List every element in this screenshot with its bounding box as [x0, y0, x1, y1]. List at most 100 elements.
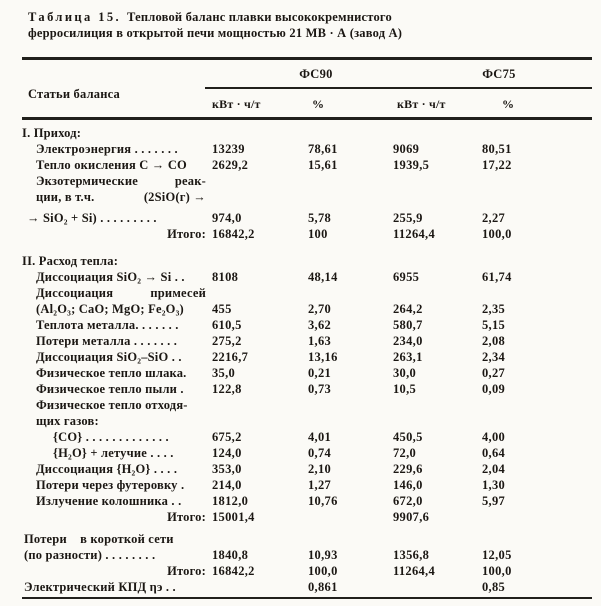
cell-fs75-pct [482, 285, 592, 301]
cell-fs75-pct: 2,04 [482, 461, 506, 476]
table-header: Статьи баланса ФС90 ФС75 кВт · ч/т % кВт… [22, 60, 592, 117]
row-label: Итого: [167, 226, 206, 241]
caption-text-1: Тепловой баланс плавки высококремнистого [127, 10, 392, 24]
cell-fs75-kwh: 450,5 [393, 429, 423, 444]
cell-fs75-pct: 1,30 [482, 477, 506, 492]
header-sub-rule [205, 87, 592, 89]
table-row: Итого: 16842,2 100,0 11264,4 100,0 [22, 563, 592, 579]
row-label: {H₂O} + летучие . . . . [53, 445, 174, 460]
row-label: Диссоциация SiO₂–SiO . . [36, 349, 182, 364]
cell-fs90-kwh: 2216,7 [212, 349, 249, 364]
cell-fs75-kwh: 10,5 [393, 381, 417, 396]
cell-fs75-pct: 5,97 [482, 493, 506, 508]
cell-fs90-pct: 15,61 [308, 157, 338, 172]
cell-fs75-pct: 0,85 [482, 579, 506, 594]
cell-fs90-pct: 100 [308, 226, 328, 241]
row-label: II. Расход тепла: [22, 253, 119, 268]
cell-fs75-pct [482, 189, 592, 205]
table-row: Физическое тепло отходя- [22, 397, 592, 413]
table-row: Итого: 15001,4 9907,6 [22, 509, 592, 525]
cell-fs75-pct [482, 397, 592, 413]
cell-fs75-kwh: 11264,4 [393, 226, 436, 241]
cell-fs75-pct: 100,0 [482, 563, 512, 578]
row-label: I. Приход: [22, 125, 82, 140]
balance-table: Статьи баланса ФС90 ФС75 кВт · ч/т % кВт… [22, 57, 592, 599]
cell-fs75-pct: 5,15 [482, 317, 506, 332]
cell-fs90-kwh [212, 189, 308, 205]
cell-fs75-kwh: 9907,6 [393, 509, 430, 524]
table-row: (Al₂O₃; CaO; MgO; Fe₂O₃) 455 2,70 264,2 … [22, 301, 592, 317]
table-row: Потери через футеровку . 214,0 1,27 146,… [22, 477, 592, 493]
table-row: {H₂O} + летучие . . . . 124,0 0,74 72,0 … [22, 445, 592, 461]
subheader-fs90-kwh: кВт · ч/т [212, 97, 261, 111]
row-label: Электрический КПД ηэ . . [24, 579, 176, 594]
cell-fs90-kwh: 974,0 [212, 210, 242, 225]
row-label: Итого: [167, 563, 206, 578]
cell-fs75-kwh [393, 253, 482, 269]
cell-fs90-pct: 13,16 [308, 349, 338, 364]
cell-fs90-kwh: 16842,2 [212, 226, 255, 241]
table-row: I. Приход: [22, 125, 592, 141]
cell-fs90-pct [308, 189, 393, 205]
top-rule [22, 57, 592, 60]
cell-fs90-pct [308, 413, 393, 429]
cell-fs90-pct: 0,861 [308, 579, 338, 594]
subheader-fs75-kwh: кВт · ч/т [397, 97, 446, 111]
cell-fs75-pct: 2,27 [482, 210, 506, 225]
table-row: щих газов: [22, 413, 592, 429]
caption-number: Таблица 15. [28, 10, 122, 24]
cell-fs90-kwh: 122,8 [212, 381, 242, 396]
cell-fs90-kwh: 15001,4 [212, 509, 255, 524]
table-body: I. Приход: Электроэнергия . . . . . . . … [22, 120, 592, 595]
cell-fs90-kwh [212, 579, 308, 595]
bottom-rule [22, 596, 592, 599]
row-label: Потери металла . . . . . . . [36, 333, 178, 348]
row-label: ции, в т.ч. (2SiO(г) → [36, 189, 206, 204]
cell-fs75-kwh [393, 413, 482, 429]
row-label: Электроэнергия . . . . . . . [36, 141, 178, 156]
cell-fs90-pct: 0,73 [308, 381, 332, 396]
cell-fs90-pct [308, 173, 393, 189]
row-label: (по разности) . . . . . . . . [24, 547, 156, 562]
row-label: Физическое тепло шлака. [36, 365, 187, 380]
cell-fs90-kwh: 8108 [212, 269, 239, 284]
cell-fs90-kwh: 455 [212, 301, 232, 316]
cell-fs90-pct: 1,27 [308, 477, 332, 492]
cell-fs75-pct: 0,64 [482, 445, 506, 460]
table-row: Экзотермические реак- [22, 173, 592, 189]
cell-fs90-kwh [212, 125, 308, 141]
cell-fs75-kwh [393, 189, 482, 205]
cell-fs90-kwh [212, 413, 308, 429]
cell-fs90-kwh: 13239 [212, 141, 245, 156]
table-row: Диссоциация {H₂O} . . . . 353,0 2,10 229… [22, 461, 592, 477]
cell-fs75-pct [482, 173, 592, 189]
header-rule [22, 117, 592, 120]
row-label: Диссоциация {H₂O} . . . . [36, 461, 178, 476]
table-row: II. Расход тепла: [22, 253, 592, 269]
row-label: Излучение колошника . . [36, 493, 182, 508]
table-row: Электроэнергия . . . . . . . 13239 78,61… [22, 141, 592, 157]
row-label: Тепло окисления С → СО [36, 157, 187, 172]
cell-fs90-kwh: 16842,2 [212, 563, 255, 578]
cell-fs75-kwh: 580,7 [393, 317, 423, 332]
table-row: Излучение колошника . . 1812,0 10,76 672… [22, 493, 592, 509]
cell-fs90-pct: 100,0 [308, 563, 338, 578]
cell-fs90-kwh [212, 285, 308, 301]
table-row: Диссоциация SiO₂ → Si . . 8108 48,14 695… [22, 269, 592, 285]
row-label: Диссоциация SiO₂ → Si . . [36, 269, 185, 284]
cell-fs90-pct: 2,10 [308, 461, 332, 476]
cell-fs90-pct [308, 531, 393, 547]
table-row: Диссоциация SiO₂–SiO . . 2216,7 13,16 26… [22, 349, 592, 365]
cell-fs90-pct [308, 253, 393, 269]
row-label: Физическое тепло отходя- [36, 397, 188, 412]
cell-fs75-kwh: 146,0 [393, 477, 423, 492]
cell-fs90-kwh [212, 397, 308, 413]
cell-fs75-kwh: 1939,5 [393, 157, 430, 172]
cell-fs90-kwh [212, 253, 308, 269]
cell-fs75-kwh [393, 531, 482, 547]
table-row: Потери в короткой сети [22, 531, 592, 547]
table-row: {CO} . . . . . . . . . . . . . 675,2 ˋ4,… [22, 429, 592, 445]
cell-fs75-kwh: 255,9 [393, 210, 423, 225]
cell-fs75-kwh [393, 173, 482, 189]
